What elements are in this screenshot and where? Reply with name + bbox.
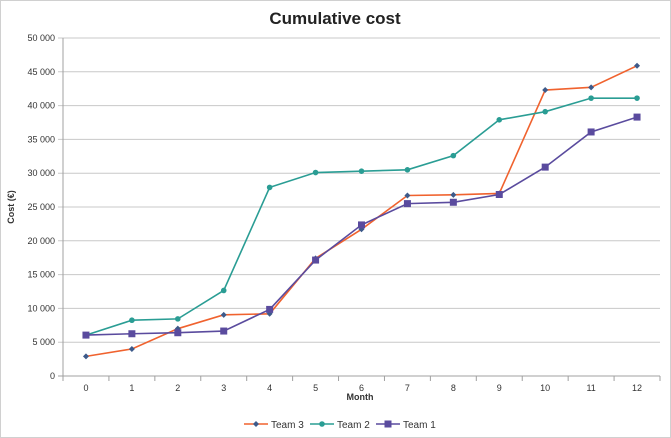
- data-point: [496, 116, 503, 123]
- data-point: [82, 353, 89, 360]
- data-point: [404, 167, 411, 173]
- x-tick-label: 5: [313, 383, 318, 393]
- data-point: [220, 327, 228, 335]
- x-tick-label: 2: [175, 383, 180, 393]
- legend-label: Team 3: [271, 420, 304, 431]
- data-point: [82, 331, 90, 339]
- x-axis-label: Month: [347, 392, 374, 402]
- data-point: [588, 84, 595, 91]
- y-tick-label: 40 000: [27, 101, 55, 111]
- data-point: [542, 87, 549, 94]
- y-tick-label: 15 000: [27, 270, 55, 280]
- data-point: [358, 221, 365, 229]
- legend-item: Team 1: [376, 420, 436, 431]
- data-point: [450, 191, 457, 198]
- y-axis-label: Cost (€): [6, 190, 16, 224]
- y-tick-label: 10 000: [27, 303, 55, 313]
- data-point: [634, 95, 640, 101]
- y-axis-ticks: 0 5 000 10 000 15 000 20 000 25 000 30 000 35 0…: [27, 33, 55, 381]
- x-axis-ticks: 0 1 2 3 4 5 6 7 8 9 10 11 12: [83, 383, 642, 393]
- data-point: [312, 169, 319, 176]
- legend-marker: [253, 421, 259, 427]
- x-tick-label: 4: [267, 383, 272, 393]
- legend-label: Team 2: [337, 420, 370, 431]
- data-point: [403, 200, 411, 208]
- x-tick-label: 7: [405, 383, 410, 393]
- y-tick-label: 45 000: [27, 67, 55, 77]
- chart-title: Cumulative cost: [269, 9, 401, 28]
- y-tick-label: 35 000: [27, 134, 55, 144]
- data-point: [266, 305, 274, 313]
- data-point: [495, 190, 503, 198]
- legend-item: Team 3: [244, 420, 304, 431]
- y-tick-label: 0: [50, 371, 55, 381]
- data-point: [587, 128, 595, 136]
- data-point: [633, 113, 641, 121]
- data-point: [404, 192, 411, 199]
- y-tick-label: 30 000: [27, 168, 55, 178]
- data-point: [634, 62, 641, 69]
- gridlines: [58, 37, 661, 381]
- x-tick-label: 6: [359, 383, 364, 393]
- series-team-2: [83, 95, 640, 338]
- data-point: [312, 256, 320, 264]
- data-point: [266, 184, 273, 191]
- x-tick-label: 10: [540, 383, 550, 393]
- x-tick-label: 3: [221, 383, 226, 393]
- data-point: [541, 163, 549, 171]
- data-point: [128, 345, 135, 352]
- data-point: [588, 95, 594, 101]
- x-tick-label: 11: [586, 383, 595, 393]
- series-team-3: [82, 62, 641, 360]
- x-tick-label: 8: [451, 383, 456, 393]
- data-point: [542, 108, 548, 115]
- data-point: [358, 168, 365, 174]
- series-team-1: [82, 113, 641, 339]
- x-tick-label: 1: [129, 383, 134, 393]
- data-point: [220, 287, 227, 294]
- data-point: [129, 317, 135, 324]
- y-tick-label: 20 000: [27, 236, 55, 246]
- legend-item: Team 2: [310, 420, 370, 431]
- y-tick-label: 25 000: [27, 202, 55, 212]
- legend-label: Team 1: [403, 420, 436, 431]
- legend-marker: [319, 421, 325, 427]
- data-point: [175, 316, 181, 322]
- data-point: [449, 198, 457, 206]
- legend: Team 3 Team 2 Team 1: [244, 420, 436, 431]
- x-tick-label: 0: [83, 383, 88, 393]
- data-point: [174, 329, 182, 337]
- x-tick-label: 12: [632, 383, 642, 393]
- data-point: [450, 152, 457, 159]
- y-tick-label: 5 000: [32, 337, 55, 347]
- y-tick-label: 50 000: [27, 33, 55, 43]
- series-group: [82, 62, 641, 360]
- series-line: [85, 97, 638, 336]
- data-point: [128, 330, 136, 338]
- legend-marker: [384, 420, 392, 428]
- data-point: [220, 311, 227, 318]
- x-tick-label: 9: [497, 383, 502, 393]
